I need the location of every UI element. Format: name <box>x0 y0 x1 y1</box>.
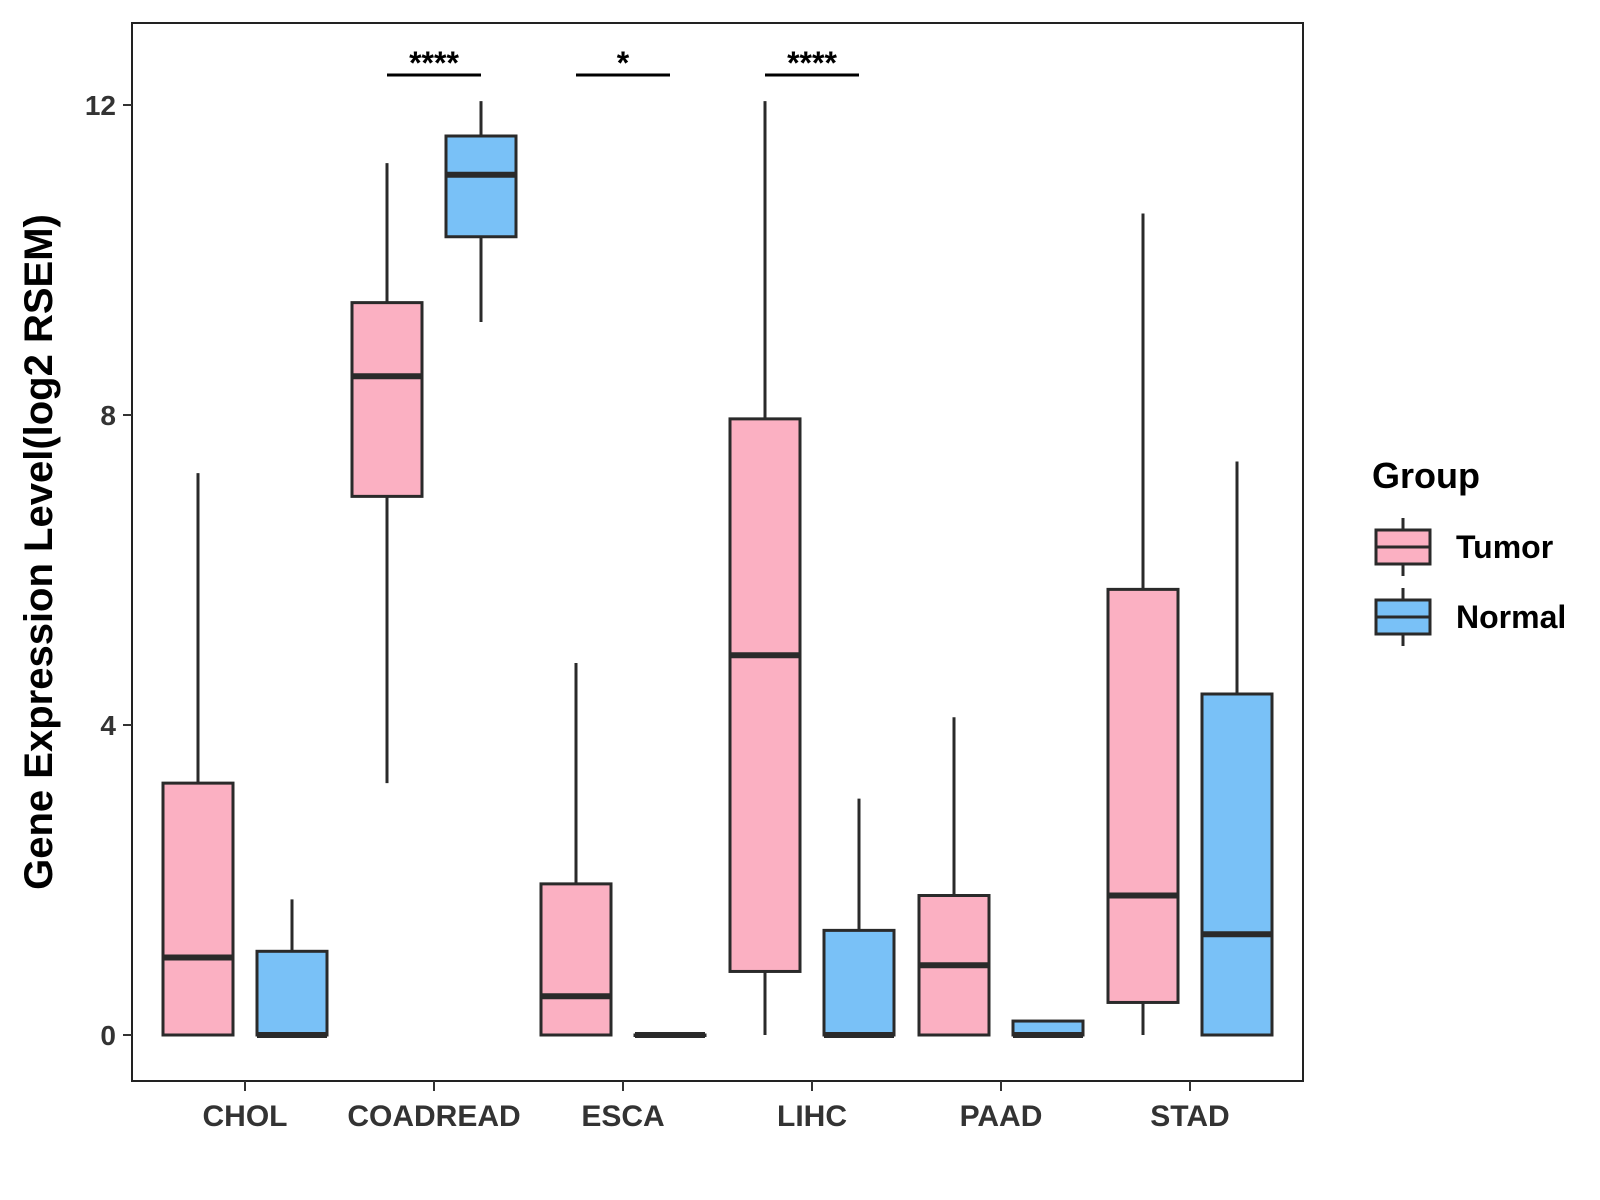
significance-lihc: **** <box>765 45 859 81</box>
plot-area: **** * **** <box>161 45 1274 1038</box>
box-tumor-coadread <box>350 163 424 784</box>
legend-title: Group <box>1372 455 1480 496</box>
significance-label: **** <box>787 45 837 81</box>
legend-item-normal: Normal <box>1374 588 1566 646</box>
legend-label: Normal <box>1456 599 1566 635</box>
box-normal-chol <box>255 899 329 1038</box>
y-tick-label: 0 <box>100 1020 116 1051</box>
x-tick-label: LIHC <box>777 1100 847 1133</box>
x-tick-label: ESCA <box>581 1100 664 1133</box>
box-tumor-chol <box>161 473 235 1037</box>
box-body <box>1106 587 1180 1004</box>
x-tick-label: PAAD <box>960 1100 1043 1133</box>
box-body <box>255 949 329 1037</box>
significance-label: **** <box>409 45 459 81</box>
box-tumor-stad <box>1106 213 1180 1035</box>
box-normal-stad <box>1200 461 1274 1037</box>
legend: Group Tumor Normal <box>1372 455 1566 646</box>
y-tick-label: 8 <box>100 400 116 431</box>
box-body <box>161 781 235 1037</box>
x-tick-label: CHOL <box>203 1100 288 1133</box>
x-tick-label: COADREAD <box>347 1100 520 1133</box>
y-axis-title: Gene Expression Level(log2 RSEM) <box>17 214 61 890</box>
legend-label: Tumor <box>1456 529 1553 565</box>
significance-label: * <box>617 45 630 81</box>
legend-item-tumor: Tumor <box>1374 518 1553 576</box>
significance-esca: * <box>576 45 670 81</box>
box-body <box>444 134 518 239</box>
box-normal-lihc <box>822 798 896 1038</box>
y-tick-label: 4 <box>100 710 116 741</box>
significance-coadread: **** <box>387 45 481 81</box>
axes: 0 4 8 12 CHOL COADREAD ESCA LIHC PAAD STAD <box>85 22 1304 1133</box>
box-body <box>728 417 802 973</box>
box-body <box>350 301 424 498</box>
box-body <box>539 882 613 1037</box>
box-tumor-paad <box>917 717 991 1037</box>
box-tumor-esca <box>539 663 613 1037</box>
y-tick-label: 12 <box>85 90 116 121</box>
box-body <box>1200 692 1274 1037</box>
box-normal-coadread <box>444 101 518 322</box>
box-normal-paad <box>1011 1019 1085 1038</box>
box-body <box>822 928 896 1037</box>
box-tumor-lihc <box>728 101 802 1035</box>
panel-border <box>131 22 1304 1082</box>
x-tick-label: STAD <box>1150 1100 1229 1133</box>
box-normal-esca <box>633 1032 707 1038</box>
